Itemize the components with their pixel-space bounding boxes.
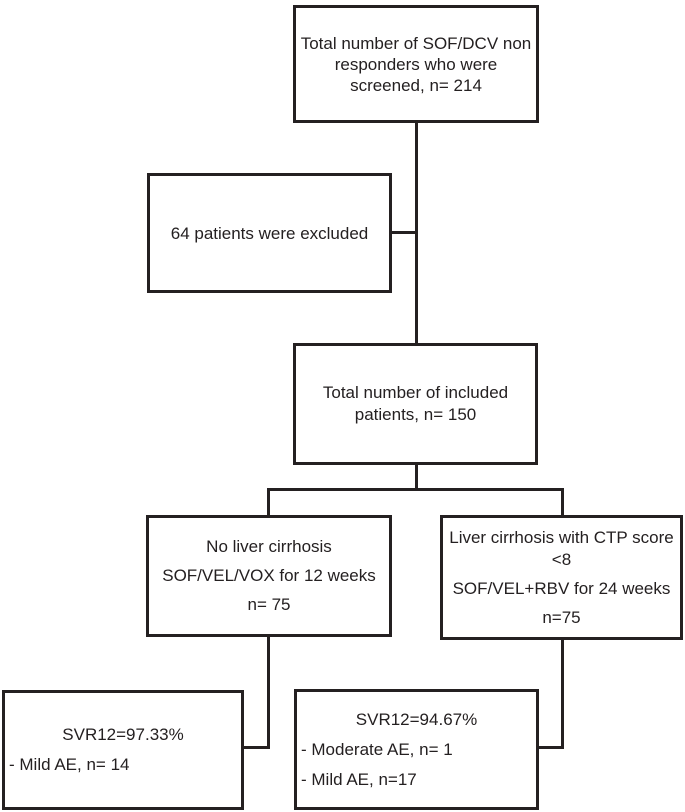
- outcome-no-cirrhosis-ae-1: - Mild AE, n= 14: [9, 755, 130, 774]
- outcome-cirrhosis-ae-1: - Moderate AE, n= 1: [301, 739, 453, 759]
- outcome-cirrhosis-svr: SVR12=94.67%: [355, 709, 478, 729]
- box-excluded-text: 64 patients were excluded: [170, 223, 369, 243]
- connector-split-to-left-arm: [267, 488, 270, 516]
- arm-cirrhosis-line-1: Liver cirrhosis with CTP score <8: [449, 527, 674, 569]
- connector-left-arm-to-outcome: [267, 636, 270, 749]
- box-included: Total number of included patients, n= 15…: [293, 343, 538, 465]
- arm-no-cirrhosis-line-2: SOF/VEL/VOX for 12 weeks: [162, 566, 376, 585]
- box-included-text: Total number of included patients, n= 15…: [322, 383, 509, 424]
- box-arm-no-cirrhosis: No liver cirrhosis SOF/VEL/VOX for 12 we…: [146, 515, 392, 637]
- connector-excluded-branch: [391, 231, 416, 234]
- box-excluded: 64 patients were excluded: [147, 173, 392, 293]
- box-arm-cirrhosis: Liver cirrhosis with CTP score <8 SOF/VE…: [440, 515, 683, 640]
- box-screened: Total number of SOF/DCV non responders w…: [293, 5, 539, 123]
- outcome-no-cirrhosis-svr: SVR12=97.33%: [62, 725, 184, 744]
- connector-left-outcome-elbow: [242, 746, 270, 749]
- connector-split-horizontal: [267, 488, 564, 491]
- arm-no-cirrhosis-line-1: No liver cirrhosis: [206, 537, 332, 556]
- arm-cirrhosis-line-3: n=75: [542, 607, 581, 627]
- box-screened-text: Total number of SOF/DCV non responders w…: [300, 33, 532, 95]
- arm-cirrhosis-line-2: SOF/VEL+RBV for 24 weeks: [452, 578, 671, 598]
- outcome-cirrhosis-ae-2: - Mild AE, n=17: [301, 769, 417, 789]
- connector-included-to-split: [415, 464, 418, 491]
- connector-right-outcome-elbow: [537, 746, 564, 749]
- box-outcome-cirrhosis: SVR12=94.67% - Moderate AE, n= 1 - Mild …: [294, 689, 539, 810]
- connector-right-arm-to-outcome: [561, 639, 564, 749]
- connector-screened-to-included: [415, 122, 418, 344]
- box-outcome-no-cirrhosis: SVR12=97.33% - Mild AE, n= 14: [2, 690, 244, 810]
- arm-no-cirrhosis-line-3: n= 75: [247, 595, 291, 614]
- connector-split-to-right-arm: [561, 488, 564, 516]
